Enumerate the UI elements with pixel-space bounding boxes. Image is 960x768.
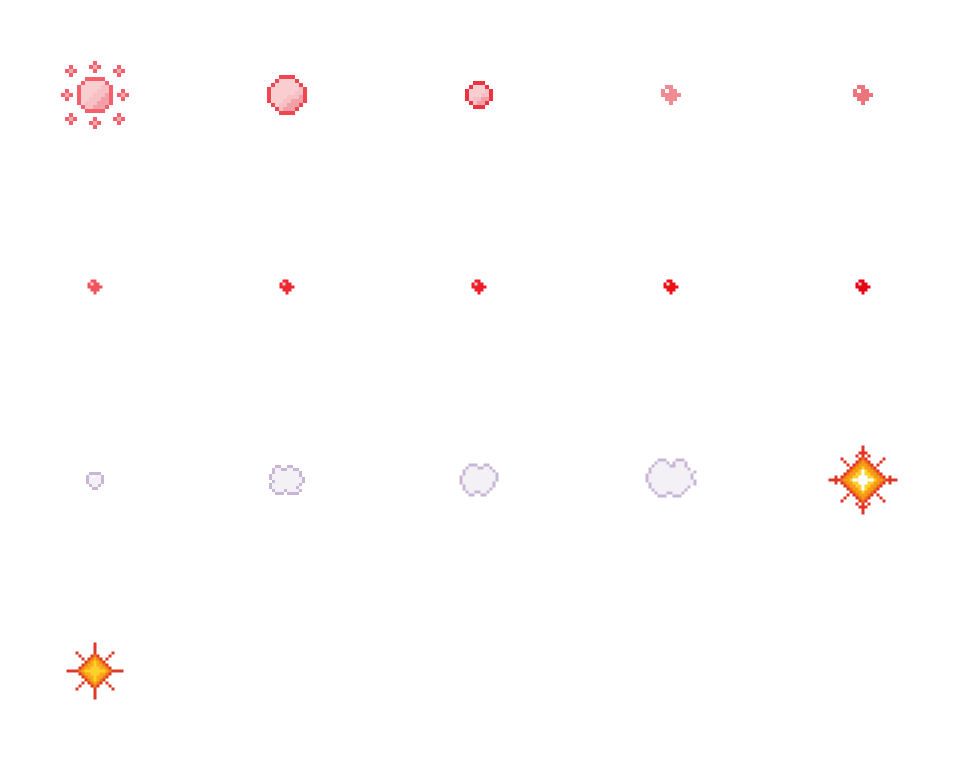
explosion-frame-2 bbox=[66, 642, 124, 700]
spark-frame-1 bbox=[87, 279, 103, 295]
bubble-pop-frame-2 bbox=[267, 75, 307, 115]
smoke-frame-1 bbox=[86, 472, 104, 490]
bubble-pop-frame-4 bbox=[661, 85, 681, 105]
smoke-frame-2 bbox=[269, 465, 305, 495]
bubble-pop-frame-3 bbox=[465, 81, 493, 109]
smoke-frame-4 bbox=[645, 458, 697, 498]
spark-frame-3 bbox=[471, 279, 487, 295]
explosion-frame-1 bbox=[828, 445, 898, 515]
spark-frame-2 bbox=[279, 279, 295, 295]
bubble-pop-frame-5 bbox=[853, 85, 873, 105]
bubble-pop-frame-1 bbox=[61, 61, 129, 129]
smoke-frame-3 bbox=[459, 463, 499, 497]
spark-frame-4 bbox=[663, 279, 679, 295]
spark-frame-5 bbox=[855, 279, 871, 295]
